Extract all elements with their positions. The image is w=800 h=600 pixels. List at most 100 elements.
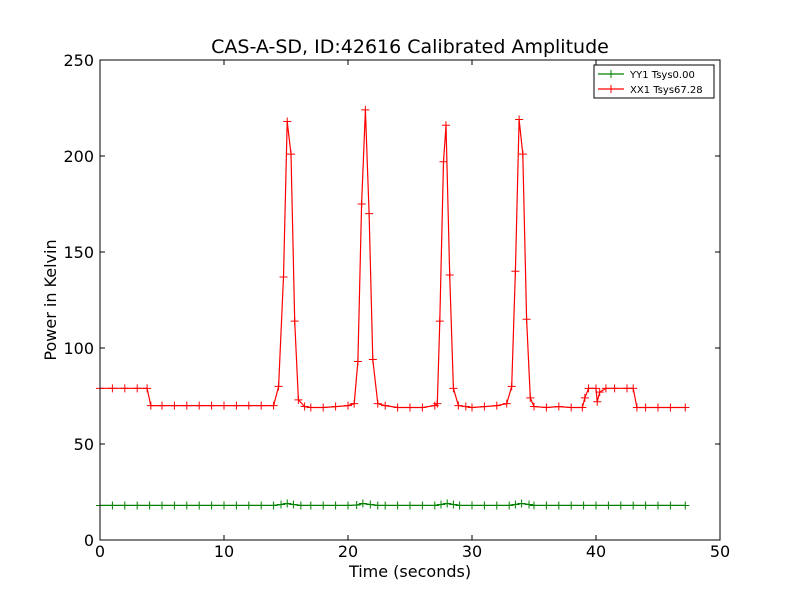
data-point <box>277 500 286 509</box>
data-point <box>146 401 155 410</box>
y-tick-label: 200 <box>63 147 94 166</box>
data-point <box>629 384 638 393</box>
data-point <box>306 501 315 510</box>
data-point <box>480 501 489 510</box>
data-point <box>681 403 690 412</box>
data-point <box>592 384 600 393</box>
data-point <box>430 501 439 510</box>
legend-box <box>593 64 715 99</box>
data-point <box>143 384 152 393</box>
y-axis-label: Power in Kelvin <box>41 239 60 360</box>
x-tick-label: 10 <box>214 542 234 561</box>
data-point <box>158 401 166 410</box>
data-point <box>525 500 534 509</box>
data-point <box>182 401 191 410</box>
data-point <box>567 501 576 510</box>
x-axis-label: Time (seconds) <box>348 562 471 581</box>
data-point <box>437 500 445 509</box>
data-point <box>666 501 675 510</box>
data-point <box>406 501 414 510</box>
data-point <box>352 501 361 510</box>
data-point <box>593 397 602 406</box>
data-point <box>195 401 204 410</box>
y-tick-label: 100 <box>63 339 94 358</box>
data-point <box>517 499 526 508</box>
data-point <box>300 402 309 411</box>
data-point <box>207 501 216 510</box>
data-point <box>170 501 179 510</box>
y-tick-label: 50 <box>74 435 94 454</box>
data-point <box>578 403 587 412</box>
data-point <box>542 403 551 412</box>
data-point <box>455 501 464 510</box>
data-point <box>418 403 427 412</box>
data-point <box>381 401 390 410</box>
legend-label: XX1 Tsys67.28 <box>630 85 703 96</box>
data-point <box>244 501 253 510</box>
data-point <box>530 501 538 510</box>
data-point <box>530 402 538 411</box>
data-point <box>666 403 675 412</box>
data-point <box>641 501 650 510</box>
data-point <box>654 403 662 412</box>
data-point <box>632 403 641 412</box>
data-point <box>344 401 352 410</box>
data-point <box>393 403 402 412</box>
data-point <box>595 388 604 397</box>
data-point <box>344 501 352 510</box>
data-point <box>361 105 370 114</box>
data-point <box>443 499 452 508</box>
data-point <box>290 317 299 326</box>
data-point <box>279 272 288 281</box>
data-point <box>449 500 458 509</box>
data-point <box>542 501 551 510</box>
data-point <box>244 401 253 410</box>
data-point <box>283 117 292 126</box>
data-point <box>610 384 619 393</box>
x-axis: 0 10 20 30 40 50 <box>95 60 730 561</box>
data-point <box>461 402 470 411</box>
data-point <box>120 501 129 510</box>
series-layer <box>96 105 690 510</box>
data-point <box>654 501 662 510</box>
x-tick-label: 30 <box>462 542 482 561</box>
data-point <box>365 209 374 218</box>
data-point <box>368 355 377 364</box>
data-point <box>454 401 463 410</box>
data-point <box>357 200 366 208</box>
data-point <box>567 403 576 412</box>
data-point <box>358 499 367 508</box>
data-point <box>331 402 340 411</box>
data-point <box>257 401 266 410</box>
data-point <box>207 401 216 410</box>
data-point <box>232 501 241 510</box>
data-point <box>195 501 204 510</box>
data-point <box>502 399 511 408</box>
data-point <box>601 384 610 393</box>
data-point <box>579 501 588 510</box>
data-point <box>220 401 228 410</box>
data-point <box>439 157 448 166</box>
data-point <box>449 384 458 393</box>
data-point <box>269 401 278 410</box>
data-point <box>120 384 129 393</box>
data-point <box>283 499 292 508</box>
data-point <box>286 150 295 159</box>
data-point <box>518 150 527 159</box>
data-point <box>331 501 340 510</box>
data-point <box>393 501 402 510</box>
data-point <box>433 399 442 408</box>
y-tick-label: 250 <box>63 51 94 70</box>
data-point <box>373 501 382 510</box>
data-point <box>511 500 520 509</box>
data-point <box>257 501 266 510</box>
y-tick-label: 0 <box>84 531 94 550</box>
data-point <box>158 501 166 510</box>
data-point <box>289 500 298 509</box>
data-point <box>373 399 382 408</box>
legend: YY1 Tsys0.00 XX1 Tsys67.28 <box>593 64 715 99</box>
data-point <box>592 501 600 510</box>
data-point <box>133 501 142 510</box>
chart-title: CAS-A-SD, ID:42616 Calibrated Amplitude <box>211 36 609 58</box>
